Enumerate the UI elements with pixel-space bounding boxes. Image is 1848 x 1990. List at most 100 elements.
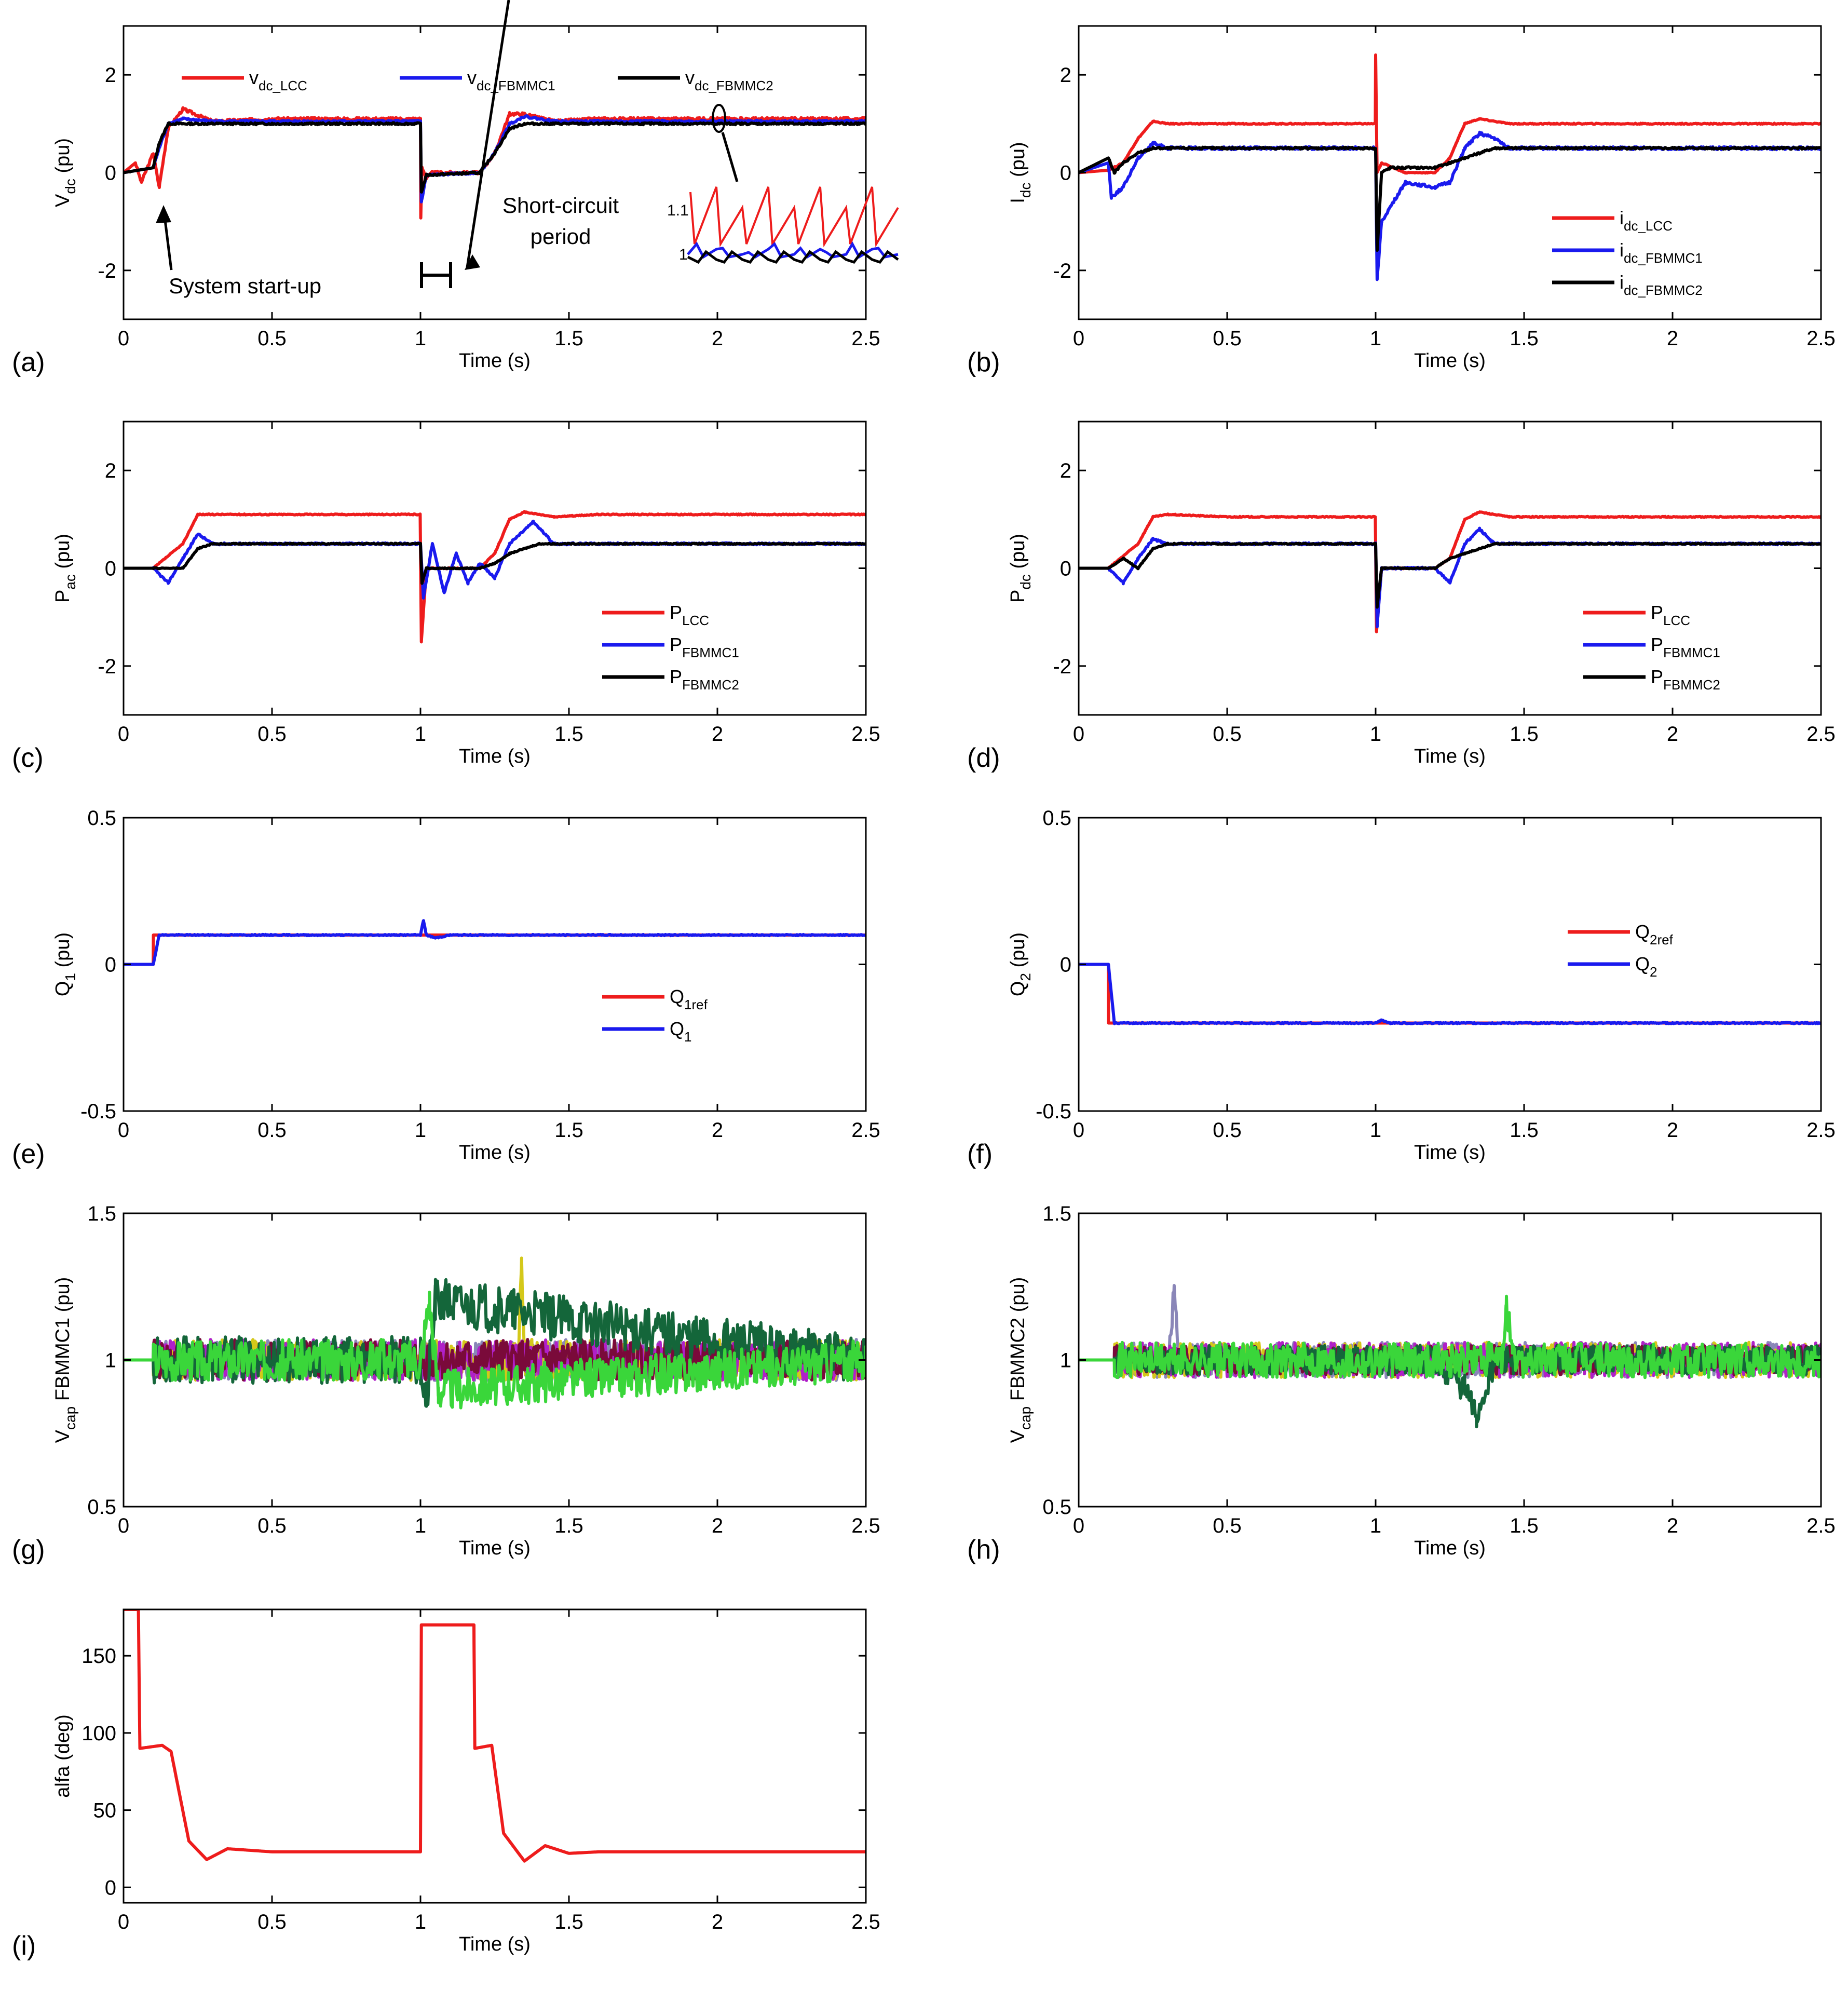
panel-e-line-1ref <box>124 933 866 966</box>
y-tick-label: 2 <box>105 64 116 87</box>
legend-entry: Q2 <box>1635 953 1657 980</box>
panel-label: (a) <box>12 347 45 377</box>
panel-f-legend: Q2ref Q2 <box>1568 921 1674 980</box>
panel-label: (f) <box>967 1139 993 1169</box>
legend-entry: idc_FBMMC2 <box>1620 272 1703 298</box>
panel-a-line-dc_FBMMC1 <box>124 114 866 204</box>
panel-a-series <box>124 106 866 220</box>
short-circuit-annotation-line2: period <box>531 224 591 249</box>
panel-f-line-2 <box>1079 963 1821 1025</box>
panel-i-series <box>124 1609 866 1863</box>
y-axis-label: alfa (deg) <box>52 1714 74 1798</box>
y-axis-label: Vcap FBMMC1 (pu) <box>52 1277 78 1443</box>
panel-d-series <box>1079 510 1821 633</box>
panel-b-frame <box>1078 25 1822 320</box>
x-tick-label: 0.5 <box>1213 327 1242 350</box>
legend-entry: idc_LCC <box>1620 207 1673 234</box>
panel-e-series <box>124 919 866 966</box>
x-tick-label: 0 <box>1073 723 1084 746</box>
y-tick-label: 2 <box>105 459 116 482</box>
x-tick-label: 0.5 <box>257 327 287 350</box>
legend-entry: vdc_FBMMC2 <box>685 67 773 93</box>
panel-b: 0 0.5 1 1.5 2 2.5 -2 0 2 Time (s) Idc (pu) (b) idc_L… <box>967 25 1836 377</box>
x-tick-label: 1 <box>415 723 426 746</box>
panel-d-line-LCC <box>1079 510 1821 633</box>
x-tick-label: 0 <box>118 1119 129 1142</box>
panel-c-series <box>124 510 866 644</box>
x-tick-label: 1.5 <box>554 723 583 746</box>
panel-b-line-dc_FBMMC2 <box>1079 145 1821 252</box>
inset-red-sawtooth <box>689 186 899 248</box>
x-tick-label: 2 <box>712 1119 723 1142</box>
x-tick-label: 2 <box>1667 723 1678 746</box>
y-tick-label: 0.5 <box>1042 1496 1071 1519</box>
short-circuit-arrow <box>466 0 510 268</box>
panel-label: (h) <box>967 1535 1000 1565</box>
y-axis-label: Vdc (pu) <box>52 138 78 207</box>
x-tick-label: 2.5 <box>851 1119 880 1142</box>
y-tick-label: 0 <box>1060 558 1071 580</box>
x-tick-label: 1 <box>415 1514 426 1537</box>
x-tick-label: 1 <box>1370 1119 1381 1142</box>
x-tick-label: 1.5 <box>554 1911 583 1933</box>
legend-entry: Q1ref <box>670 986 708 1012</box>
panel-label: (e) <box>12 1139 45 1169</box>
x-tick-label: 1 <box>415 1911 426 1933</box>
panel-i-frame <box>123 1608 867 1904</box>
y-tick-label: -2 <box>98 260 116 282</box>
panel-d-frame <box>1078 421 1822 716</box>
panel-b-legend: idc_LCC idc_FBMMC1 idc_FBMMC2 <box>1552 207 1703 298</box>
x-tick-label: 0.5 <box>257 723 287 746</box>
legend-entry: PFBMMC1 <box>670 634 739 660</box>
legend-entry: vdc_LCC <box>249 67 307 93</box>
legend-entry: vdc_FBMMC1 <box>467 67 555 93</box>
zoom-pointer <box>721 132 739 182</box>
x-tick-label: 1.5 <box>554 1119 583 1142</box>
panel-h-series <box>1079 1284 1821 1429</box>
y-tick-label: 0 <box>1060 954 1071 977</box>
x-tick-label: 2 <box>1667 327 1678 350</box>
x-tick-label: 2 <box>712 1911 723 1933</box>
panel-e-legend: Q1ref Q1 <box>602 986 708 1045</box>
x-axis-label: Time (s) <box>459 1142 531 1163</box>
inset-tick-2: 1 <box>679 246 688 263</box>
legend-entry: PFBMMC2 <box>1651 666 1720 693</box>
panel-c-frame <box>123 421 867 716</box>
x-tick-label: 0 <box>118 1514 129 1537</box>
x-tick-label: 1.5 <box>1510 327 1539 350</box>
x-tick-label: 1.5 <box>554 327 583 350</box>
y-tick-label: 2 <box>1060 64 1071 87</box>
y-tick-label: 1.5 <box>87 1202 116 1225</box>
x-tick-label: 2 <box>1667 1514 1678 1537</box>
x-tick-label: 0 <box>118 723 129 746</box>
panel-d-line-FBMMC2 <box>1079 542 1821 609</box>
panel-a-annotations: System start-up Short-circuit period 1.1… <box>156 0 899 298</box>
panel-i-line-alfa <box>124 1609 866 1863</box>
x-tick-label: 2.5 <box>851 1911 880 1933</box>
x-axis-label: Time (s) <box>1414 1537 1486 1559</box>
y-tick-label: 100 <box>81 1722 116 1745</box>
x-tick-label: 1.5 <box>1510 1514 1539 1537</box>
x-tick-label: 2.5 <box>851 327 880 350</box>
x-axis-label: Time (s) <box>459 1537 531 1559</box>
y-axis-label: Pac (pu) <box>52 534 78 603</box>
panel-c-legend: PLCC PFBMMC1 PFBMMC2 <box>602 602 739 693</box>
x-axis-label: Time (s) <box>459 1933 531 1955</box>
y-tick-label: -0.5 <box>1036 1100 1071 1123</box>
panel-a-legend: vdc_LCC vdc_FBMMC1 vdc_FBMMC2 <box>182 67 773 93</box>
panel-c-line-FBMMC2 <box>124 542 866 585</box>
y-axis-label: Idc (pu) <box>1007 142 1034 203</box>
x-tick-label: 1.5 <box>1510 1119 1539 1142</box>
y-tick-label: -0.5 <box>80 1100 116 1123</box>
panel-label: (c) <box>12 743 44 773</box>
short-circuit-arrowhead <box>465 254 480 270</box>
x-tick-label: 1.5 <box>1510 723 1539 746</box>
inset-tick-1: 1.1 <box>667 202 689 219</box>
short-circuit-annotation-line1: Short-circuit <box>502 193 619 218</box>
x-tick-label: 2.5 <box>1806 1119 1836 1142</box>
y-tick-label: 50 <box>93 1799 117 1822</box>
y-tick-label: 0.5 <box>87 807 116 830</box>
panel-c-line-LCC <box>124 510 866 644</box>
